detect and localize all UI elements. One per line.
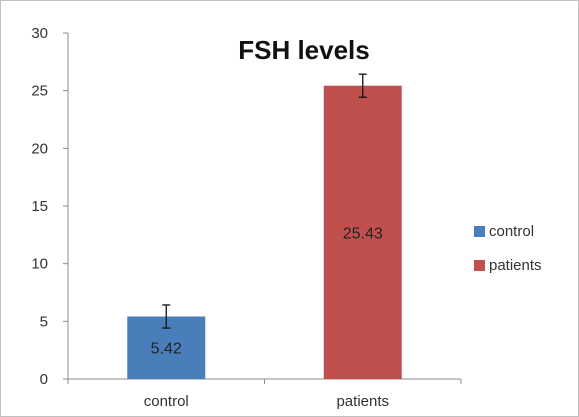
axes: 0 5 10 15 20 25 30 control patients <box>31 25 462 410</box>
legend-entry: control <box>489 223 534 240</box>
x-tick-label: control <box>144 393 189 410</box>
y-tick-label: 5 <box>40 313 48 330</box>
y-tick-label: 30 <box>31 25 48 42</box>
y-tick-label: 10 <box>31 256 48 273</box>
data-label-patients: 25.43 <box>343 225 383 242</box>
legend-swatch <box>474 226 485 237</box>
legend: control patients <box>474 223 542 274</box>
data-label-control: 5.42 <box>151 341 182 358</box>
bar-patients <box>323 85 402 379</box>
y-tick-label: 0 <box>40 371 48 388</box>
x-tick-label: patients <box>336 393 389 410</box>
legend-swatch <box>474 260 485 271</box>
bars: 5.42 25.43 <box>127 73 402 379</box>
legend-entry: patients <box>489 257 542 274</box>
y-tick-label: 25 <box>31 83 48 100</box>
y-tick-label: 20 <box>31 140 48 157</box>
y-tick-label: 15 <box>31 198 48 215</box>
chart-title: FSH levels <box>238 35 370 65</box>
